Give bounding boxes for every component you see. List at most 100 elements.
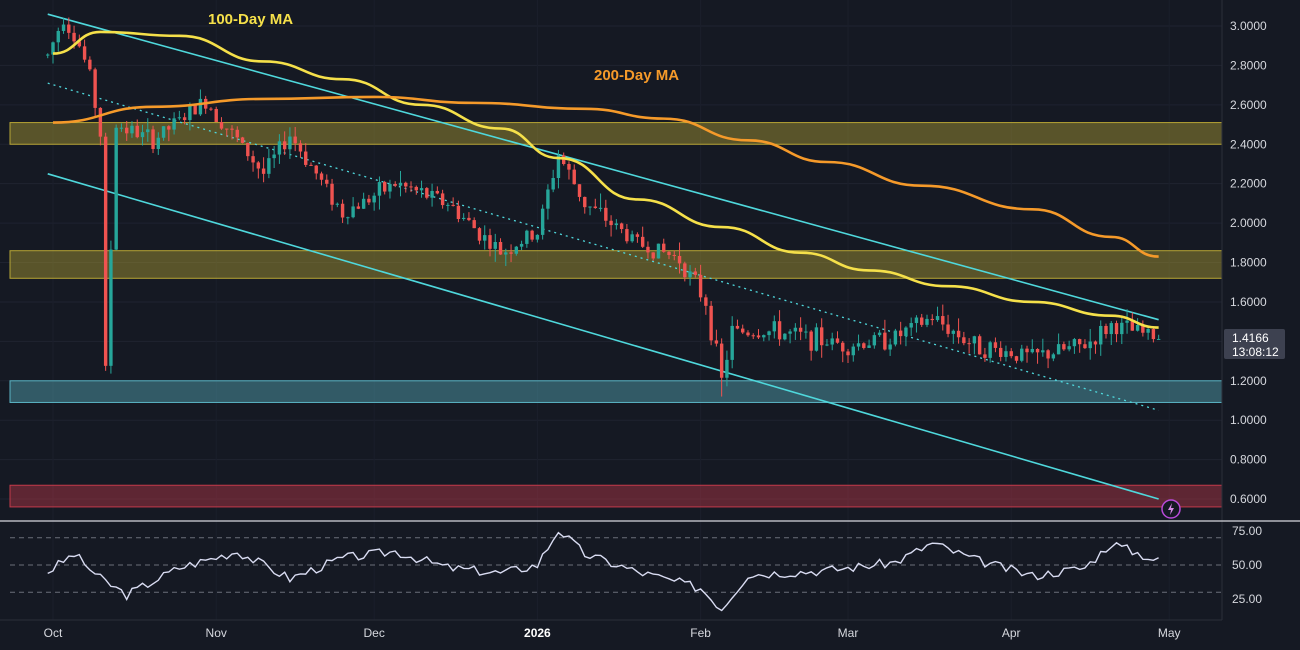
time-tick-label: 2026 [524,626,551,640]
candle-body [98,107,103,137]
price-axis[interactable]: 3.0000 2.8000 2.6000 2.4000 2.2000 2.0000 1.80… [1230,19,1267,506]
zone-band [9,250,1223,279]
last-price-badge-bg [1224,329,1285,359]
candle-body [1135,325,1140,331]
candle-body [651,252,655,259]
candle-body [188,105,192,121]
moving-average-line [52,30,1159,329]
candle-body [556,155,561,179]
candle-body [367,198,371,203]
candle-body [1114,323,1119,335]
candle-body [967,343,971,345]
candle-body [793,327,798,332]
candle-body [435,190,440,194]
rsi-panel [10,531,1222,612]
candle-body [988,342,992,358]
candle-body [335,203,340,205]
time-tick-label: Mar [838,626,859,640]
candle-body [646,246,650,253]
candle-body [977,336,982,355]
candle-body [240,137,245,143]
candle-body [1009,351,1013,357]
candle-body [346,217,350,219]
candle-body [819,327,824,346]
candle-body [577,184,582,197]
candle-body [983,354,987,358]
candle-body [625,229,629,242]
moving-averages [52,30,1159,329]
candle-body [1072,339,1077,347]
candle-body [1093,341,1098,345]
candle-body [772,321,777,332]
candle-body [167,126,171,130]
time-axis[interactable]: Oct Nov Dec 2026 Feb Mar Apr May [44,626,1181,640]
candle-body [414,186,418,191]
candle-body [309,164,313,166]
lightning-alert-icon[interactable] [1161,499,1181,519]
candle-body [430,190,434,198]
candle-body [198,98,203,115]
candle-body [82,46,87,60]
candle-body [956,330,961,338]
price-tick-label: 2.0000 [1230,216,1267,230]
last-price-label: 1.4166 [1232,331,1269,345]
candle-body [693,271,698,275]
zone-band [9,484,1223,508]
candle-body [261,168,266,174]
candle-body [1146,329,1150,333]
candle-body [1004,351,1008,357]
candle-body [767,331,771,336]
candle-body [277,141,282,155]
candle-body [493,242,497,249]
candle-body [509,252,513,254]
candle-body [488,235,492,249]
annotation-200-day-ma: 200-Day MA [594,67,679,84]
candle-body [93,69,97,108]
candle-body [130,125,134,134]
price-tick-label: 0.8000 [1230,453,1267,467]
price-tick-label: 1.0000 [1230,413,1267,427]
time-tick-label: May [1158,626,1181,640]
time-tick-label: Feb [690,626,711,640]
candle-body [993,342,998,348]
candle-body [409,186,413,188]
candle-body [161,126,166,138]
candle-body [440,193,445,206]
candle-body [904,327,908,337]
candle-body [114,127,118,250]
candle-body [1109,323,1113,335]
candle-body [1035,348,1040,353]
candle-body [962,337,966,344]
candle-body [725,359,729,378]
candle-body [398,182,403,186]
candle-body [330,183,334,205]
candle-body [709,305,713,341]
candle-body [798,327,803,332]
price-tick-label: 2.4000 [1230,137,1267,151]
candle-body [972,336,977,344]
candle-body [930,318,934,321]
moving-average-line [52,95,1159,258]
candle-body [193,105,197,115]
candle-body [1104,325,1108,335]
candle-body [830,338,834,345]
candle-body [1083,344,1087,349]
candle-body [119,127,124,129]
candle-body [593,206,597,209]
candle-body [935,316,940,321]
candle-body [293,136,297,144]
candle-body [1156,338,1161,340]
candle-body [698,274,703,298]
candle-body [683,263,687,278]
candle-body [667,251,671,255]
candle-body [456,205,461,219]
candle-body [999,347,1003,357]
candle-body [788,331,792,334]
candle-body [941,316,945,325]
candle-body [1099,325,1103,345]
time-tick-label: Nov [206,626,227,640]
candle-body [419,188,424,191]
candle-body [741,328,745,333]
